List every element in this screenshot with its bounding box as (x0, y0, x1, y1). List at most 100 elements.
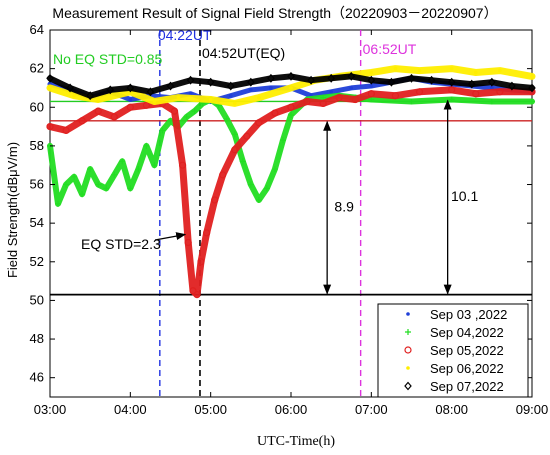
y-tick-label: 56 (30, 177, 44, 192)
y-tick-label: 50 (30, 292, 44, 307)
data-point (467, 79, 476, 89)
legend-label: Sep 03 ,2022 (430, 307, 507, 322)
data-point (170, 107, 179, 115)
annotation-label: 04:52UT(EQ) (202, 45, 285, 61)
series-sep-05-2022 (46, 86, 536, 299)
annotation-arrow (154, 232, 187, 241)
data-point (247, 181, 254, 188)
data-point (449, 66, 454, 71)
data-point (404, 346, 412, 354)
data-point (263, 185, 270, 192)
data-point (255, 119, 263, 127)
data-point (393, 66, 398, 71)
data-point (448, 96, 455, 103)
data-point (327, 73, 335, 83)
x-tick-label: 03:00 (34, 402, 67, 417)
data-point (406, 366, 410, 370)
data-point (48, 86, 52, 90)
legend-item: Sep 03 ,2022 (406, 307, 507, 322)
data-point (407, 73, 416, 83)
data-point (529, 98, 535, 105)
data-point (66, 83, 74, 93)
data-point (219, 171, 227, 179)
data-point (191, 108, 198, 115)
y-tick-label: 58 (30, 138, 44, 153)
data-point (307, 75, 315, 85)
data-point (95, 181, 102, 188)
data-point (406, 312, 410, 316)
data-point (347, 71, 356, 81)
difference-label: 8.9 (334, 199, 354, 215)
data-point (63, 181, 70, 188)
data-point (231, 131, 238, 138)
legend-label: Sep 04,2022 (430, 325, 504, 340)
annotation-label: 04:22UT (158, 27, 212, 43)
data-point (369, 70, 374, 75)
y-tick-label: 52 (30, 254, 44, 269)
data-point (232, 101, 237, 106)
legend-item: Sep 04,2022 (405, 325, 504, 340)
data-point (159, 127, 166, 134)
data-point (193, 291, 201, 299)
data-point (367, 75, 376, 85)
data-point (417, 68, 422, 73)
data-point (271, 166, 278, 173)
x-tick-label: 09:00 (516, 402, 549, 417)
data-point (408, 98, 415, 105)
data-point (404, 381, 412, 391)
legend-item: Sep 06,2022 (406, 361, 504, 376)
annotation-label: 06:52UT (363, 41, 417, 57)
y-tick-label: 48 (30, 331, 44, 346)
data-point (146, 87, 155, 97)
data-point (71, 173, 78, 180)
data-point (255, 196, 262, 203)
data-point (126, 103, 134, 111)
series-sep-07-2022 (46, 71, 536, 101)
data-point (151, 162, 158, 169)
chart-title: Measurement Result of Signal Field Stren… (52, 5, 497, 21)
data-point (62, 126, 70, 135)
data-point (528, 83, 536, 93)
data-point (231, 146, 239, 154)
data-point (349, 86, 354, 90)
data-point (415, 88, 424, 96)
data-point (335, 94, 343, 102)
data-point (176, 95, 181, 100)
data-point (387, 77, 396, 87)
data-point (110, 113, 118, 121)
data-point (188, 91, 193, 96)
data-point (211, 196, 219, 204)
axes: 03:00 04:00 05:00 06:00 07:00 08:00 09:00 46 48 5… (30, 22, 549, 417)
data-point (490, 86, 494, 90)
data-point (152, 99, 157, 104)
data-point (243, 132, 251, 140)
data-point (46, 73, 54, 83)
data-point (271, 109, 279, 117)
data-point (203, 229, 211, 237)
data-point (106, 85, 115, 95)
data-point (183, 113, 190, 120)
data-point (135, 166, 142, 173)
data-point (448, 86, 456, 94)
x-tick-label: 08:00 (435, 402, 468, 417)
data-point (405, 329, 411, 335)
x-tick-label: 05:00 (194, 402, 227, 417)
data-point (119, 158, 126, 165)
data-point (197, 258, 205, 266)
data-point (226, 81, 235, 91)
data-point (184, 238, 192, 247)
y-tick-label: 54 (30, 215, 44, 230)
legend: Sep 03 ,2022 Sep 04,2022 Sep 05,2022 Sep 06… (377, 303, 529, 398)
data-point (287, 103, 295, 111)
data-point (508, 81, 516, 91)
data-point (303, 97, 311, 106)
annotation-label: No EQ STD=0.85 (53, 51, 163, 67)
y-tick-label: 62 (30, 61, 44, 76)
data-point (269, 86, 273, 90)
data-point (55, 200, 62, 207)
data-point (427, 75, 436, 85)
data-point (368, 96, 375, 103)
legend-box (377, 303, 529, 398)
data-point (319, 99, 327, 108)
